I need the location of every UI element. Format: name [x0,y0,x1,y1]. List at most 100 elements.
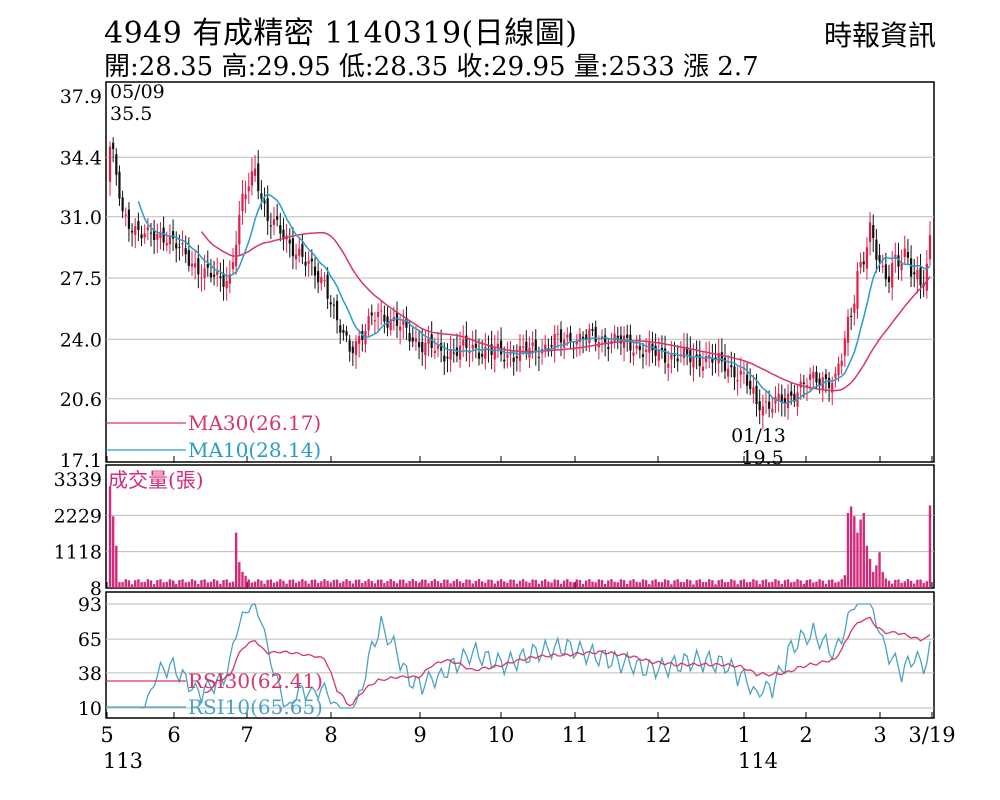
price-tick-label: 34.4 [60,147,102,169]
volume-bar [597,579,601,588]
price-candle [868,222,872,243]
price-candle [676,358,679,362]
x-year-label: 113 [103,749,143,773]
price-candle [288,239,291,244]
x-month-label: 2 [799,723,812,747]
price-tick-label: 17.1 [60,450,102,472]
price-candle [925,263,928,291]
volume-bar [329,583,332,588]
volume-bar [793,581,796,588]
volume-bar [225,579,228,588]
volume-bar [518,580,522,588]
volume-bar [339,582,342,588]
price-candle [506,354,509,358]
price-candle [115,154,118,175]
volume-bar [219,583,222,588]
price-candle [317,271,320,283]
price-candle [194,263,197,268]
volume-bar [676,579,679,588]
volume-bar [282,580,285,588]
volume-bar [156,580,159,588]
volume-bar [159,579,162,588]
price-candle [815,372,818,383]
volume-bar [698,579,701,588]
volume-bar [411,579,414,588]
volume-bar [714,584,717,588]
price-candle [544,344,547,350]
volume-bar [449,583,452,588]
volume-bar [424,579,427,588]
price-candle [389,319,392,331]
price-candle [212,274,216,277]
volume-bar [521,579,525,588]
price-candle [269,225,272,227]
volume-tick-label: 8 [90,578,102,600]
chart-title: 4949 有成精密 1140319(日線圖) [104,16,578,51]
price-candle [329,302,332,305]
volume-bar [285,583,288,588]
volume-bar [764,579,768,588]
price-candle [667,363,670,368]
price-candle [294,254,298,260]
price-candle [764,401,768,403]
price-candle [657,349,660,361]
volume-bar [802,583,806,588]
volume-bar [373,583,377,588]
price-candle [809,374,812,380]
volume-bar [304,580,307,588]
price-candle [253,168,257,176]
price-candle [496,343,500,348]
low-date-label: 01/13 [731,425,786,447]
price-candle [515,356,518,359]
price-candle [534,339,537,352]
volume-bar [439,583,443,588]
volume-bar [875,565,878,588]
price-candle [310,258,313,262]
price-candle [537,356,541,358]
price-candle [351,346,354,354]
volume-bar [644,580,648,588]
price-candle [291,238,295,257]
volume-bar [430,580,433,588]
price-candle [566,334,569,338]
price-candle [301,244,304,257]
price-candle [884,264,887,280]
price-candle [304,261,307,266]
price-candle [203,268,206,279]
price-candle [209,272,213,278]
volume-bar [783,580,787,588]
price-candle [585,334,588,340]
volume-bar [575,579,578,588]
volume-bar [777,580,780,588]
volume-bar [685,579,689,588]
price-candle [742,372,746,374]
volume-bar [480,581,484,588]
price-candle [414,338,418,342]
price-candle [717,352,720,364]
volume-bar [708,579,711,588]
volume-bar [594,582,597,588]
volume-bar [815,581,818,588]
price-candle [556,333,559,335]
volume-bar [878,552,881,588]
price-candle [824,374,828,380]
volume-bar [761,580,765,588]
volume-bar [165,581,168,588]
volume-bar [704,582,708,588]
volume-bar [446,579,449,588]
volume-bar [436,581,440,588]
price-candle [137,221,140,230]
price-candle [408,332,411,342]
volume-bar [231,581,235,588]
price-candle [440,343,443,351]
volume-bar [417,583,421,588]
price-candle [761,406,764,416]
price-candle [708,355,711,358]
volume-bar [906,579,910,588]
volume-bar [913,583,916,588]
volume-bar [812,582,815,588]
volume-bar [903,581,906,588]
price-candle [443,355,446,362]
volume-bar [509,579,512,588]
price-candle [531,342,534,346]
